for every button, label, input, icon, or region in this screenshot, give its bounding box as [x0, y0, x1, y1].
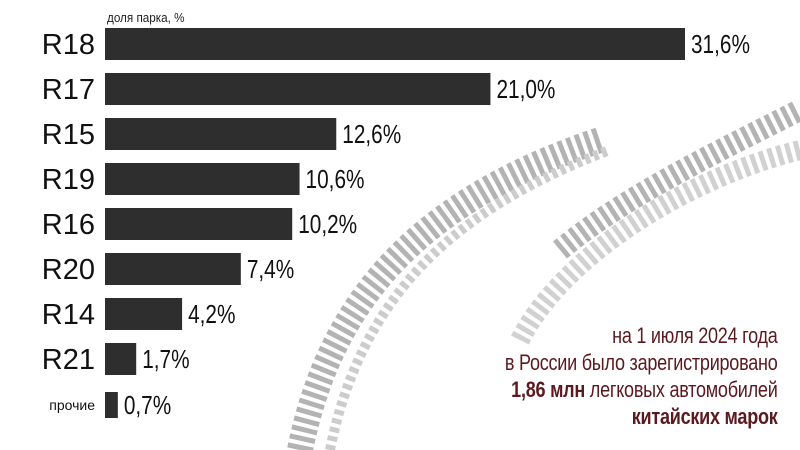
bar-R17 — [105, 73, 491, 105]
unit-label: доля парка, % — [107, 10, 185, 25]
note-line-1: на 1 июля 2024 года — [612, 323, 779, 348]
registration-note: на 1 июля 2024 года в России было зареги… — [505, 322, 778, 430]
note-highlight-brands: китайских марок — [632, 404, 778, 429]
value-label: 7,4% — [247, 255, 294, 284]
value-label: 10,6% — [306, 165, 365, 194]
note-highlight-count: 1,86 млн — [511, 377, 586, 402]
tire-tracks-decoration — [287, 100, 800, 450]
category-label: R18 — [42, 29, 95, 61]
bar-R14 — [105, 298, 183, 330]
category-label: R14 — [42, 299, 95, 331]
bar-R19 — [105, 163, 300, 195]
bar-R21 — [105, 343, 137, 375]
bar-прочие — [105, 392, 118, 418]
value-label: 0,7% — [124, 391, 171, 420]
category-label: R15 — [42, 119, 95, 151]
note-line-3-rest: легковых автомобилей — [585, 377, 778, 402]
value-label: 1,7% — [142, 345, 189, 374]
value-label: 4,2% — [188, 300, 235, 329]
bar-R20 — [105, 253, 241, 285]
category-label: R20 — [42, 254, 95, 286]
value-label: 21,0% — [496, 75, 555, 104]
note-line-2: в России было зарегистрировано — [505, 350, 778, 375]
bar-R18 — [105, 28, 685, 60]
note-line-4: китайских марок — [505, 403, 778, 430]
note-line-3: 1,86 млн легковых автомобилей — [505, 376, 779, 403]
category-label: R21 — [42, 344, 95, 376]
bar-R16 — [105, 208, 293, 240]
value-label: 12,6% — [342, 120, 401, 149]
category-label: прочие — [49, 397, 95, 413]
value-label: 10,2% — [298, 210, 357, 239]
category-label: R17 — [42, 74, 95, 106]
bar-R15 — [105, 118, 337, 150]
category-label: R19 — [42, 164, 95, 196]
category-label: R16 — [42, 209, 95, 241]
value-label: 31,6% — [691, 30, 750, 59]
